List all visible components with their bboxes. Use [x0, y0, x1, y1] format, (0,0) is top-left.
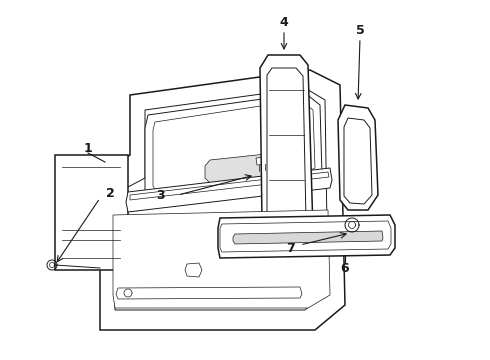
Polygon shape	[126, 168, 332, 212]
Text: 3: 3	[156, 189, 164, 202]
Polygon shape	[145, 93, 322, 200]
Polygon shape	[344, 118, 372, 204]
Polygon shape	[113, 88, 328, 310]
Polygon shape	[130, 172, 329, 200]
Polygon shape	[338, 105, 378, 210]
Text: 6: 6	[341, 261, 349, 274]
Polygon shape	[267, 68, 306, 228]
Polygon shape	[205, 152, 290, 183]
Polygon shape	[55, 155, 128, 270]
Polygon shape	[185, 263, 202, 277]
Polygon shape	[113, 210, 330, 308]
Text: 7: 7	[286, 242, 294, 255]
Polygon shape	[233, 231, 383, 244]
Polygon shape	[260, 55, 313, 240]
Polygon shape	[256, 157, 269, 165]
Text: 4: 4	[280, 15, 289, 28]
Polygon shape	[100, 70, 345, 330]
Polygon shape	[220, 221, 391, 252]
Text: 2: 2	[106, 186, 114, 199]
Polygon shape	[218, 215, 395, 258]
Polygon shape	[153, 100, 315, 192]
Text: 1: 1	[84, 141, 93, 154]
Polygon shape	[116, 287, 302, 299]
Text: 5: 5	[356, 23, 365, 36]
